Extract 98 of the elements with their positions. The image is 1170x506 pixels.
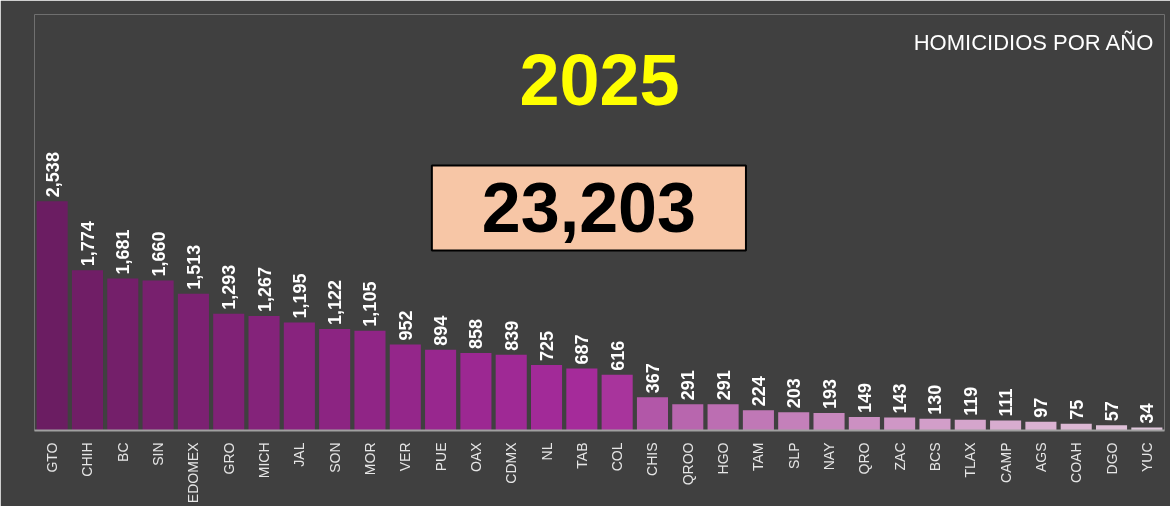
x-tick-label: AGS xyxy=(1032,442,1049,473)
x-tick-label: CDMX xyxy=(503,441,520,484)
bar xyxy=(1095,425,1128,431)
bar xyxy=(107,278,139,431)
data-label: 725 xyxy=(537,330,558,361)
x-tick-label: PUE xyxy=(432,442,449,472)
data-label: 224 xyxy=(748,376,769,407)
data-label: 1,105 xyxy=(360,281,381,327)
bar xyxy=(142,280,174,431)
data-label: 894 xyxy=(431,315,452,346)
bar xyxy=(566,368,598,431)
x-tick-label: MOR xyxy=(361,442,378,476)
bar xyxy=(177,293,209,431)
data-label: 952 xyxy=(395,310,416,341)
x-tick-label: GTO xyxy=(44,442,61,473)
data-label: 130 xyxy=(925,384,946,415)
bar xyxy=(354,330,386,431)
data-label: 367 xyxy=(642,363,663,394)
bar xyxy=(36,201,68,431)
x-tick-label: NAY xyxy=(821,441,838,471)
data-label: 2,538 xyxy=(42,152,63,198)
x-tick-label: CAMP xyxy=(997,442,1014,483)
bar xyxy=(990,420,1022,431)
data-label: 75 xyxy=(1066,399,1087,420)
x-tick-label: ZAC xyxy=(891,442,908,471)
data-label: 1,660 xyxy=(148,231,169,277)
bar xyxy=(848,417,880,431)
data-label: 1,195 xyxy=(289,273,310,319)
x-tick-label: SIN xyxy=(150,442,167,466)
x-tick-label: MICH xyxy=(256,442,273,479)
data-label: 1,293 xyxy=(219,264,240,310)
x-tick-label: EDOMEX xyxy=(185,441,202,504)
chart-title: HOMICIDIOS POR AÑO xyxy=(913,30,1154,56)
x-tick-label: JAL xyxy=(291,442,308,467)
x-tick-label: DGO xyxy=(1103,442,1120,475)
bar xyxy=(248,316,280,431)
data-label: 193 xyxy=(819,379,840,410)
bar xyxy=(495,354,527,431)
x-tick-label: QROO xyxy=(679,442,696,486)
chart-subtitle: 2025 xyxy=(519,40,680,121)
data-label: 1,513 xyxy=(183,244,204,290)
data-label: 1,122 xyxy=(325,280,346,326)
data-label: 616 xyxy=(607,340,628,371)
bar xyxy=(425,349,457,431)
bar xyxy=(742,410,774,431)
bar xyxy=(813,413,845,431)
data-label: 1,267 xyxy=(254,266,275,313)
bar xyxy=(919,418,951,431)
bar xyxy=(954,419,986,431)
data-label: 839 xyxy=(501,320,522,351)
data-label: 1,774 xyxy=(77,221,98,267)
x-tick-label: OAX xyxy=(467,441,484,473)
x-tick-label: BCS xyxy=(926,442,943,472)
data-label: 687 xyxy=(572,334,593,365)
data-label: 111 xyxy=(996,388,1017,417)
x-tick-label: SLP xyxy=(785,442,802,469)
bar xyxy=(601,374,633,431)
x-tick-label: VER xyxy=(397,442,414,472)
x-tick-label: CHIS xyxy=(644,442,661,476)
bar xyxy=(672,404,704,431)
data-label: 97 xyxy=(1031,397,1052,418)
bar xyxy=(319,329,351,431)
bar xyxy=(707,404,739,431)
x-tick-label: TLAX xyxy=(962,441,979,478)
data-label: 119 xyxy=(960,386,981,416)
x-tick-label: CHIH xyxy=(79,442,96,477)
data-label: 291 xyxy=(678,370,699,401)
bar xyxy=(1131,427,1163,431)
bar xyxy=(1025,421,1057,431)
bar xyxy=(530,364,563,431)
bar xyxy=(283,322,315,431)
data-label: 291 xyxy=(713,370,734,401)
x-tick-label: NL xyxy=(538,442,555,461)
bar xyxy=(778,412,810,431)
x-tick-label: TAM xyxy=(750,442,767,472)
data-label: 858 xyxy=(466,318,487,349)
x-tick-label: BC xyxy=(114,442,131,462)
x-tick-label: COL xyxy=(609,442,626,472)
bar xyxy=(213,313,245,431)
x-tick-label: COAH xyxy=(1068,442,1085,483)
bar xyxy=(636,397,669,431)
data-label: 34 xyxy=(1137,403,1158,424)
data-label: 57 xyxy=(1102,401,1123,422)
data-label: 149 xyxy=(854,382,875,414)
data-label: 143 xyxy=(890,383,911,414)
x-tick-label: SON xyxy=(326,442,343,473)
x-tick-label: QRO xyxy=(856,442,873,475)
x-tick-label: HGO xyxy=(715,442,732,475)
x-tick-label: GRO xyxy=(220,442,237,475)
bar xyxy=(71,270,104,431)
bar xyxy=(460,352,492,431)
data-label: 203 xyxy=(784,378,805,409)
annotation: 23,203 xyxy=(481,169,696,248)
bar xyxy=(884,417,916,431)
data-label: 1,681 xyxy=(113,229,134,275)
x-tick-label: YUC xyxy=(1138,442,1155,473)
bar xyxy=(389,344,421,431)
x-tick-label: TAB xyxy=(573,442,590,469)
